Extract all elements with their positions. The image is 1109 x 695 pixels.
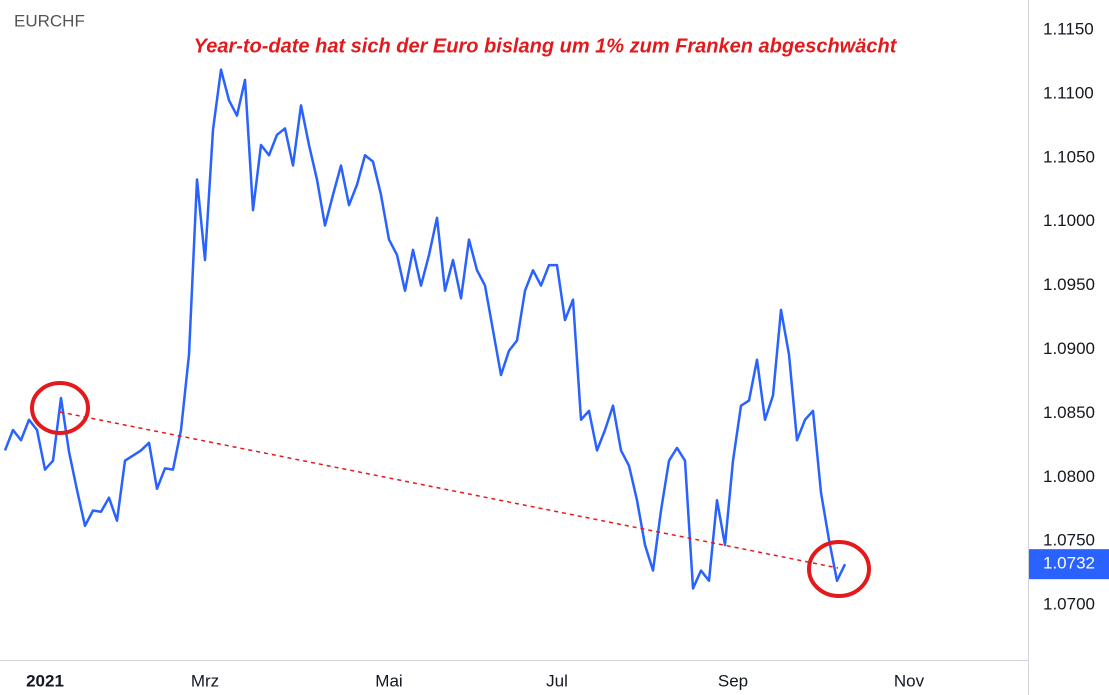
plot xyxy=(3,68,847,590)
y-tick-label: 1.1000 xyxy=(1043,211,1095,230)
y-tick-label: 1.0700 xyxy=(1043,595,1095,614)
price-line xyxy=(3,68,847,590)
symbol-title: EURCHF xyxy=(14,11,85,30)
last-price-tag xyxy=(1029,549,1109,580)
annotation: Year-to-date hat sich der Euro bislang u… xyxy=(194,35,898,57)
last-price-label: 1.0732 xyxy=(1043,554,1095,573)
y-tick-label: 1.0950 xyxy=(1043,275,1095,294)
x-tick-label: Mai xyxy=(375,671,402,690)
x-tick-label: Jul xyxy=(546,671,568,690)
x-tick-label: 2021 xyxy=(26,671,64,690)
y-tick-label: 1.0750 xyxy=(1043,531,1095,550)
y-tick-label: 1.1100 xyxy=(1043,83,1094,102)
y-tick-label: 1.0900 xyxy=(1043,339,1095,358)
x-tick-label: Nov xyxy=(894,671,925,690)
x-tick-label: Mrz xyxy=(191,671,219,690)
x-tick-label: Sep xyxy=(718,671,748,690)
y-tick-label: 1.0850 xyxy=(1043,403,1095,422)
highlight-circle xyxy=(807,540,871,598)
highlight-circle xyxy=(30,381,90,435)
y-tick-label: 1.1150 xyxy=(1043,20,1094,39)
y-tick-label: 1.1050 xyxy=(1043,147,1095,166)
y-tick-label: 1.0800 xyxy=(1043,467,1095,486)
